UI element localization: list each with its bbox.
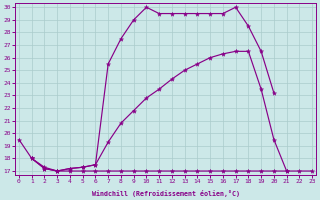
X-axis label: Windchill (Refroidissement éolien,°C): Windchill (Refroidissement éolien,°C) bbox=[92, 190, 240, 197]
